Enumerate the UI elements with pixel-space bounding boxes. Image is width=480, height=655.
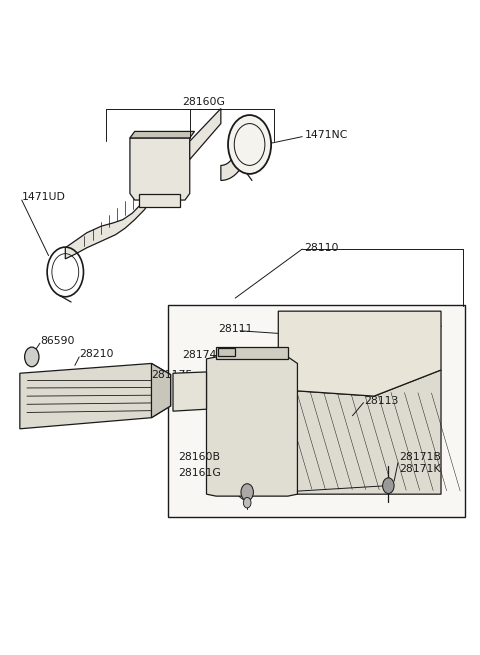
Text: 1471NC: 1471NC — [305, 130, 348, 140]
Text: 28113: 28113 — [364, 396, 399, 406]
Text: 28174D: 28174D — [182, 350, 225, 360]
Text: 28110: 28110 — [305, 243, 339, 253]
Polygon shape — [216, 347, 288, 359]
Polygon shape — [278, 311, 441, 396]
Bar — [168, 305, 465, 517]
Text: 28111: 28111 — [218, 324, 253, 335]
Polygon shape — [152, 364, 170, 418]
Polygon shape — [206, 357, 298, 496]
Polygon shape — [130, 132, 194, 138]
Polygon shape — [221, 145, 247, 180]
Circle shape — [24, 347, 39, 367]
Polygon shape — [140, 193, 180, 206]
Text: 28171B: 28171B — [399, 452, 441, 462]
Text: 28160B: 28160B — [178, 452, 220, 462]
Text: 28210: 28210 — [80, 348, 114, 359]
Polygon shape — [190, 109, 221, 160]
Text: 28171K: 28171K — [399, 464, 440, 474]
Polygon shape — [218, 348, 235, 356]
Circle shape — [241, 483, 253, 500]
Circle shape — [383, 478, 394, 493]
Polygon shape — [65, 176, 156, 259]
Text: 1471UD: 1471UD — [22, 192, 66, 202]
Text: 28161G: 28161G — [178, 468, 220, 477]
Polygon shape — [278, 370, 441, 494]
Text: 86590: 86590 — [40, 335, 75, 346]
Polygon shape — [130, 138, 190, 200]
Circle shape — [243, 497, 251, 508]
Text: 28117F: 28117F — [152, 370, 192, 380]
Circle shape — [228, 115, 271, 174]
Text: 28160G: 28160G — [182, 97, 226, 107]
Polygon shape — [173, 372, 206, 411]
Polygon shape — [20, 364, 170, 429]
